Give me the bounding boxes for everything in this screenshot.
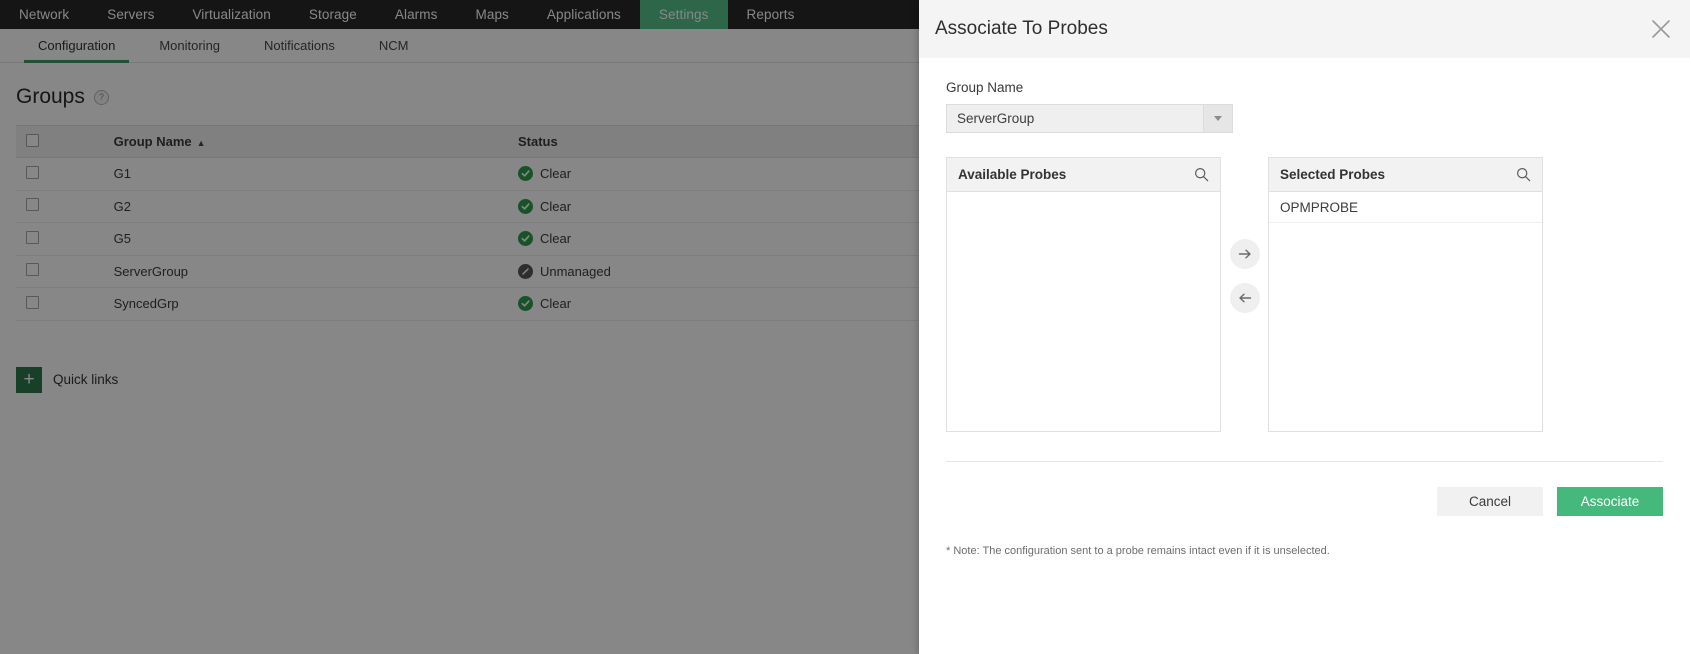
subnav-item-notifications[interactable]: Notifications [264,38,335,53]
status-label: Clear [539,231,572,247]
nav-item-settings[interactable]: Settings [639,0,728,29]
available-probes-panel: Available Probes [946,157,1221,432]
cell-group-name: SyncedGrp [103,287,508,321]
chevron-down-icon[interactable] [1203,105,1232,132]
cell-status: Clear [507,287,926,321]
quick-links[interactable]: + Quick links [16,366,1674,393]
row-checkbox-cell [16,287,104,321]
page-title: Groups [16,85,85,108]
probe-transfer: Available Probes [946,157,1663,432]
status-badge: Clear [517,231,916,247]
subnav-item-configuration[interactable]: Configuration [16,29,137,63]
header-group-name[interactable]: Group Name ▲ [103,125,508,158]
group-name-value: ServerGroup [957,111,1035,126]
row-checkbox[interactable] [26,295,39,309]
header-select-all [16,125,104,158]
cell-group-name: ServerGroup [103,255,508,288]
group-name-label: Group Name [946,80,1024,95]
row-checkbox[interactable] [26,263,39,277]
status-badge: Clear [517,198,916,214]
cell-group-name: G5 [103,222,508,256]
close-icon[interactable] [1650,18,1672,40]
group-name-select[interactable]: ServerGroup [946,104,1233,133]
status-label: Clear [539,296,572,312]
check-circle-icon [517,231,533,247]
nav-item-network[interactable]: Network [19,7,70,22]
status-badge: Clear [517,166,916,182]
status-badge: Clear [517,296,916,312]
check-circle-icon [517,166,533,182]
nav-item-storage[interactable]: Storage [308,7,357,22]
selected-probes-header: Selected Probes [1269,158,1542,192]
page-title-row: Groups ? [16,63,1674,125]
row-checkbox[interactable] [26,165,39,179]
selected-probes-title: Selected Probes [1280,167,1386,182]
cancel-button[interactable]: Cancel [1437,487,1543,516]
cell-group-name: G2 [103,190,508,223]
slash-circle-icon [517,263,533,279]
arrow-left-icon[interactable] [1229,283,1260,313]
cell-status: Clear [507,222,926,256]
row-checkbox-cell [16,190,104,223]
nav-item-reports[interactable]: Reports [746,7,795,22]
dialog-body: Group Name ServerGroup Available Probes [919,58,1690,654]
subnav-item-monitoring[interactable]: Monitoring [159,38,221,53]
list-item[interactable]: OPMPROBE [1269,192,1542,223]
select-all-checkbox[interactable] [26,133,39,147]
dialog-divider [946,461,1663,462]
status-label: Clear [539,198,572,214]
dialog-header: Associate To Probes [919,0,1690,58]
status-label: Unmanaged [539,263,611,279]
row-checkbox[interactable] [26,230,39,244]
dialog-note: * Note: The configuration sent to a prob… [946,545,1330,557]
nav-item-applications[interactable]: Applications [546,7,621,22]
status-badge: Unmanaged [517,263,916,279]
available-probes-title: Available Probes [958,167,1067,182]
help-icon[interactable]: ? [93,89,109,105]
row-checkbox-cell [16,222,104,256]
dialog-title: Associate To Probes [935,18,1108,39]
associate-button[interactable]: Associate [1557,487,1663,516]
nav-item-maps[interactable]: Maps [475,7,509,22]
row-checkbox[interactable] [26,198,39,212]
nav-item-alarms[interactable]: Alarms [394,7,438,22]
header-group-name-label: Group Name [113,134,192,149]
cell-status: Clear [507,190,926,223]
transfer-controls [1221,157,1268,313]
plus-icon[interactable]: + [16,366,42,393]
nav-item-servers[interactable]: Servers [107,7,155,22]
header-status[interactable]: Status [507,125,926,158]
dialog-actions: Cancel Associate [946,462,1663,516]
subnav-item-ncm[interactable]: NCM [378,38,409,53]
search-icon[interactable] [1194,167,1209,182]
sort-ascending-icon[interactable]: ▲ [196,138,206,148]
cell-group-name: G1 [103,157,508,191]
available-probes-list[interactable] [947,192,1220,431]
search-icon[interactable] [1516,167,1531,182]
row-checkbox-cell [16,157,104,191]
selected-probes-panel: Selected Probes OPMPROBE [1268,157,1543,432]
arrow-right-icon[interactable] [1229,239,1260,269]
nav-item-virtualization[interactable]: Virtualization [192,7,271,22]
available-probes-header: Available Probes [947,158,1220,192]
row-checkbox-cell [16,255,104,288]
modal-overlay[interactable] [0,0,919,654]
associate-to-probes-dialog: Associate To Probes Group Name ServerGro… [919,0,1690,654]
check-circle-icon [517,296,533,312]
quick-links-label: Quick links [53,372,119,387]
cell-status: Unmanaged [507,255,926,288]
cell-status: Clear [507,157,926,191]
check-circle-icon [517,198,533,214]
status-label: Clear [539,166,572,182]
selected-probes-list[interactable]: OPMPROBE [1269,192,1542,431]
